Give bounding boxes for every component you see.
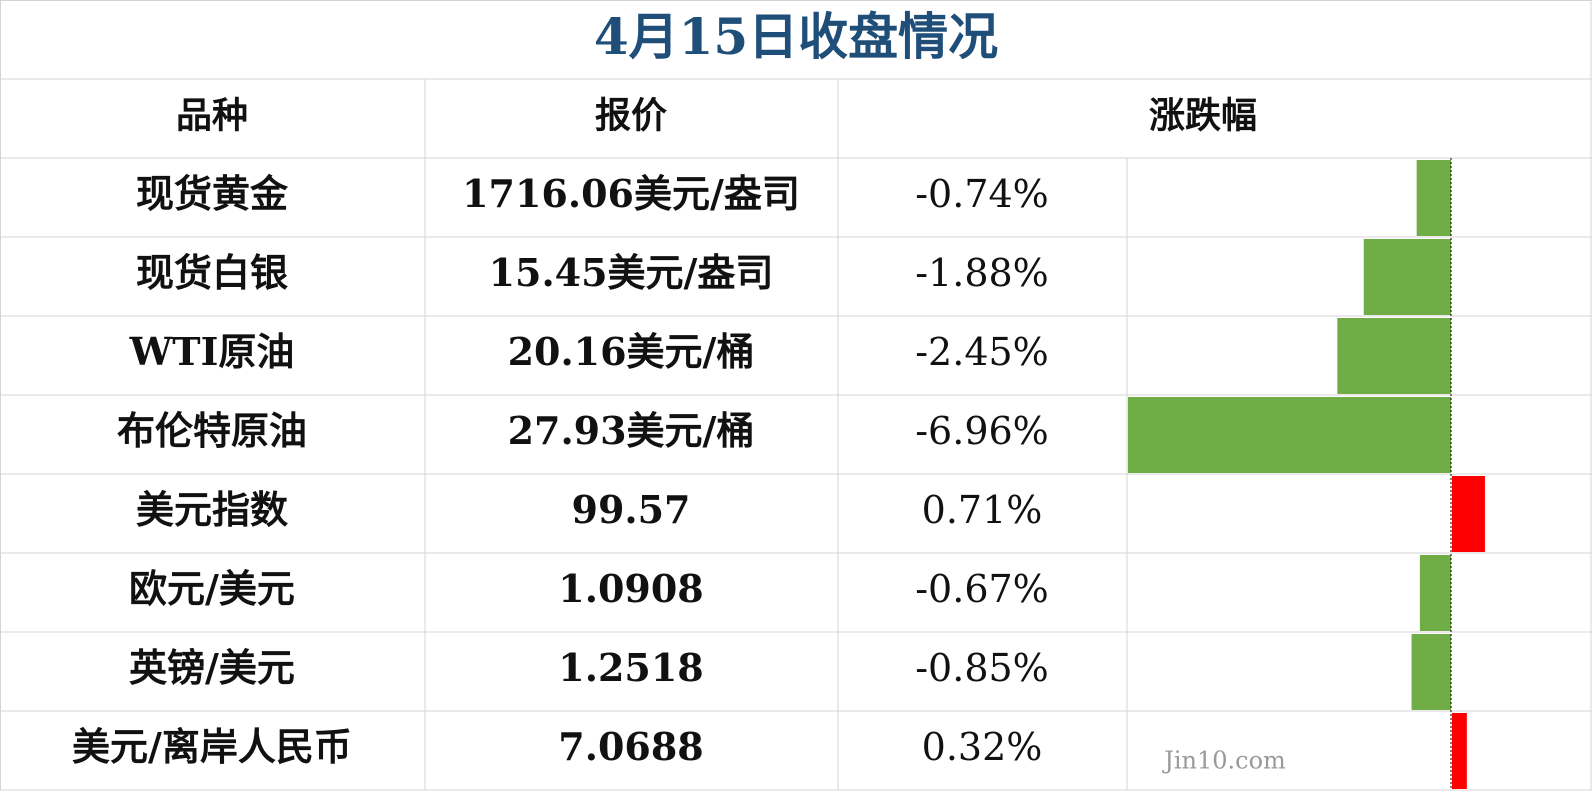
price-cell: 7.0688 (558, 724, 703, 769)
change-cell: -0.74% (915, 172, 1049, 216)
change-bar (1416, 160, 1451, 236)
change-cell: 0.32% (922, 725, 1043, 769)
name-cell: 现货白银 (136, 250, 288, 295)
name-cell: 英镑/美元 (129, 645, 295, 690)
change-cell: 0.71% (922, 488, 1043, 532)
name-cell: 欧元/美元 (129, 566, 295, 611)
change-bar (1452, 476, 1485, 552)
title: 4月15日收盘情况 (594, 7, 998, 66)
change-bar (1337, 318, 1451, 394)
change-bar (1363, 239, 1451, 315)
name-cell: 美元/离岸人民币 (72, 724, 352, 769)
name-cell: 美元指数 (136, 487, 288, 532)
header-cell: 涨跌幅 (1149, 95, 1257, 137)
header-cell: 报价 (595, 95, 667, 137)
change-cell: -0.67% (915, 567, 1049, 611)
change-bar (1419, 555, 1451, 631)
name-cell: 现货黄金 (136, 171, 289, 216)
change-cell: -1.88% (915, 251, 1049, 295)
watermark: Jin10.com (1161, 747, 1286, 775)
change-cell: -2.45% (915, 330, 1049, 374)
price-cell: 1716.06美元/盎司 (462, 171, 800, 216)
change-bar (1128, 397, 1451, 473)
price-cell: 15.45美元/盎司 (489, 250, 774, 295)
price-cell: 27.93美元/桶 (508, 408, 755, 453)
change-bar (1411, 634, 1451, 710)
change-bar (1452, 713, 1467, 789)
change-cell: -6.96% (915, 409, 1049, 453)
price-cell: 20.16美元/桶 (508, 329, 755, 374)
change-cell: -0.85% (915, 646, 1049, 690)
price-cell: 1.2518 (558, 645, 703, 690)
name-cell: 布伦特原油 (117, 408, 307, 453)
name-cell: WTI原油 (129, 329, 295, 374)
price-cell: 1.0908 (558, 566, 703, 611)
price-cell: 99.57 (572, 487, 691, 532)
header-cell: 品种 (176, 95, 248, 137)
